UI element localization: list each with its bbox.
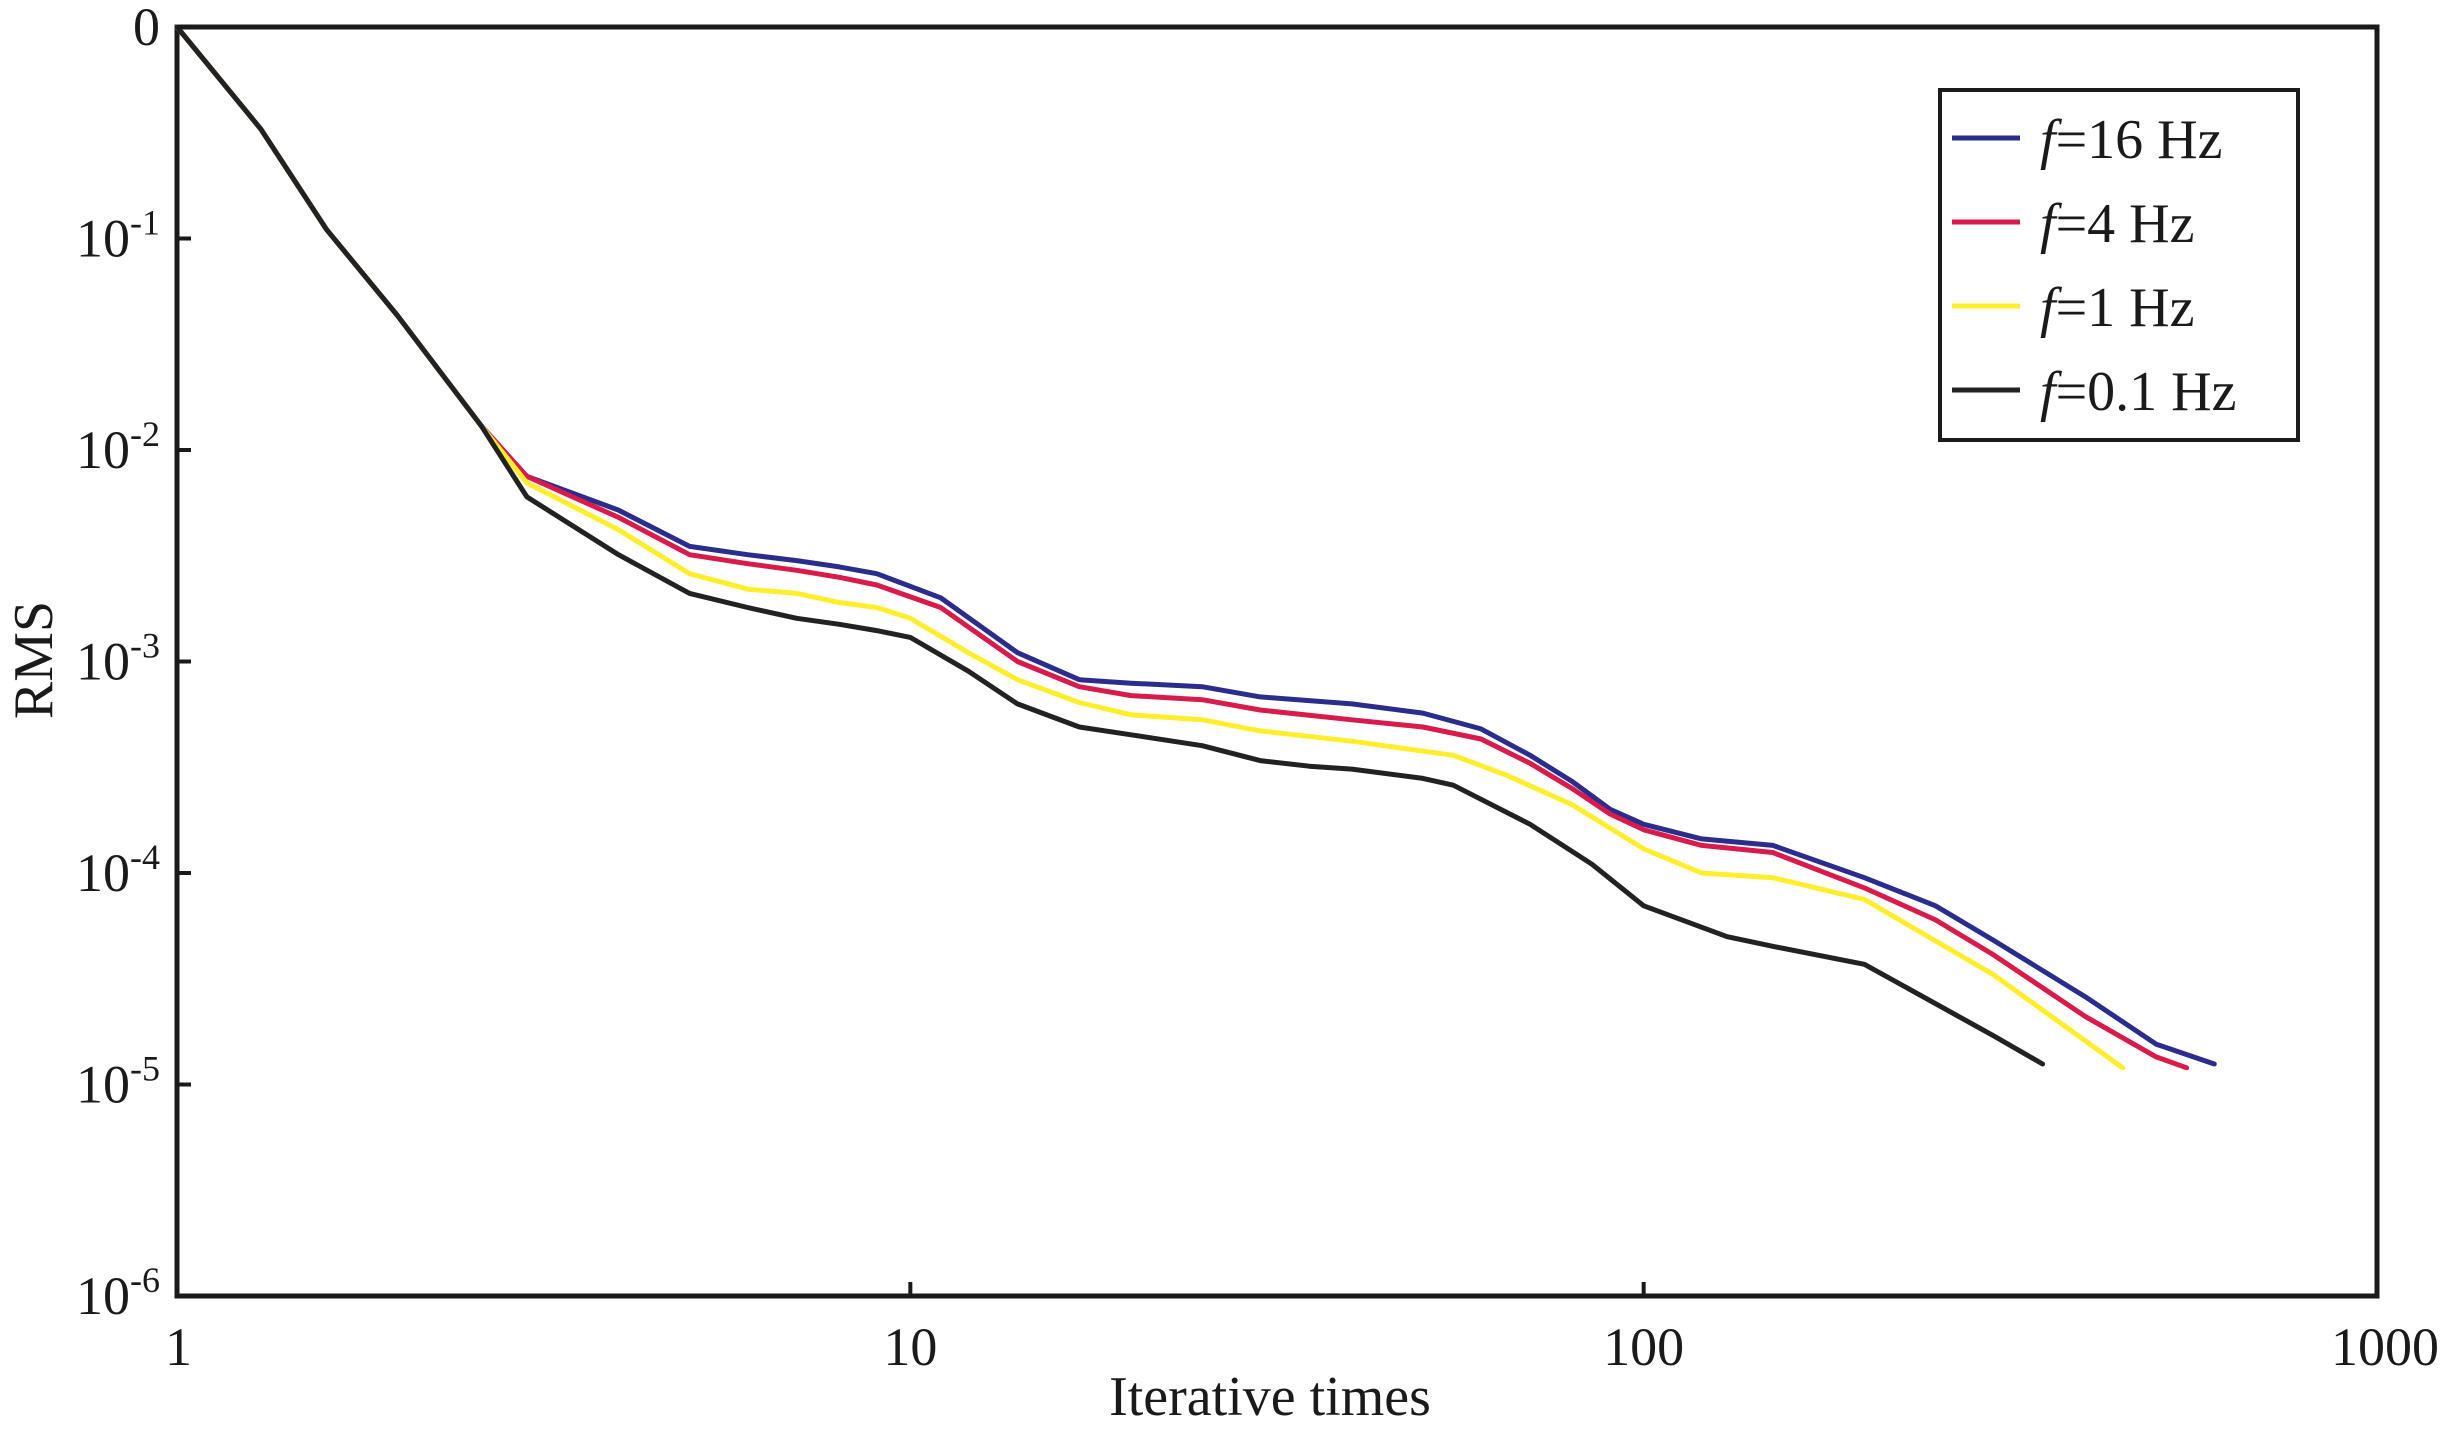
x-tick-label: 10 [883, 1317, 937, 1377]
y-tick-label: 10-5 [76, 1049, 160, 1115]
series-line-1 [174, 24, 2190, 1071]
y-tick-label: 10-6 [76, 1260, 160, 1326]
y-axis-title: RMS [3, 601, 65, 719]
y-tick-label: 10-3 [76, 626, 160, 692]
series-lines [174, 24, 2217, 1071]
y-tick-label: 10-4 [76, 837, 160, 903]
legend-box [1938, 88, 2300, 442]
x-tick-label: 100 [1603, 1317, 1684, 1377]
x-tick-label: 1 [165, 1317, 192, 1377]
x-tick-label: 1000 [2331, 1317, 2439, 1377]
legend-label: f=1 Hz [2040, 277, 2194, 339]
legend: f=16 Hz f=4 Hz f=1 Hz f=0.1 Hz [1938, 88, 2300, 442]
legend-label: f=0.1 Hz [2040, 361, 2236, 423]
legend-label: f=16 Hz [2040, 109, 2222, 171]
y-tick-label: 10-2 [76, 414, 160, 480]
series-line-3 [174, 24, 2046, 1067]
series-line-2 [174, 24, 2126, 1071]
x-axis-title: Iterative times [1109, 1366, 1431, 1428]
legend-label: f=4 Hz [2040, 193, 2194, 255]
y-tick-label: 0 [133, 0, 160, 57]
axis-ticks: 1 10 100 1000 0 10-1 10-2 10-3 10-4 10-5 10-6 [76, 0, 2439, 1377]
y-tick-label: 10-1 [76, 203, 160, 269]
